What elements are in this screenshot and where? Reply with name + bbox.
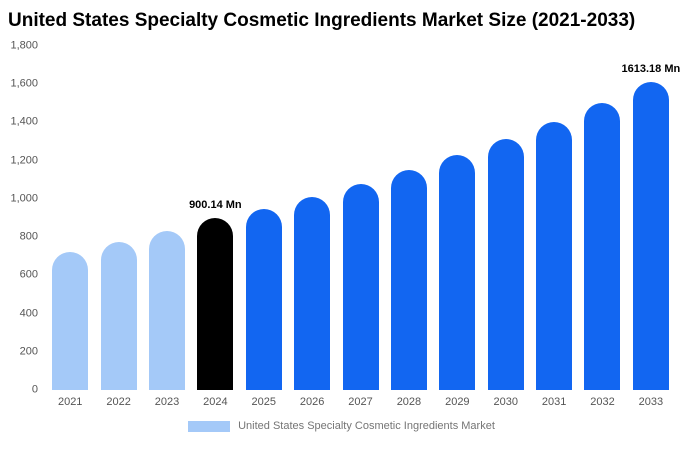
legend-label: United States Specialty Cosmetic Ingredi… — [238, 420, 495, 432]
bar-2021 — [52, 252, 89, 390]
bar-slot-2024: 900.14 Mn — [189, 46, 242, 390]
bar-2026 — [294, 196, 331, 390]
bars-container: 900.14 Mn 1613.18 Mn — [46, 46, 680, 390]
y-tick-label-1000: 1,000 — [10, 192, 38, 205]
bar-slot-2032 — [578, 46, 626, 390]
bar-2032 — [584, 103, 621, 390]
x-axis-label-2024: 2024 — [203, 396, 228, 408]
bar-slot-2025 — [240, 46, 288, 390]
y-tick-label-400: 400 — [19, 307, 38, 320]
x-axis-label-2027: 2027 — [348, 396, 373, 408]
legend: United States Specialty Cosmetic Ingredi… — [8, 420, 675, 432]
bar-slot-2033: 1613.18 Mn — [622, 46, 680, 390]
x-axis-label-2026: 2026 — [299, 396, 325, 408]
bar-slot-2028 — [385, 46, 433, 390]
x-axis-label-2031: 2031 — [541, 396, 567, 408]
bar-2029 — [439, 154, 476, 390]
x-axis-label-2022: 2022 — [106, 396, 131, 408]
bar-2033: 1613.18 Mn — [622, 63, 680, 390]
x-axis-label-2025: 2025 — [251, 396, 276, 408]
y-tick-label-1800: 1,800 — [10, 39, 38, 52]
bar-slot-2022 — [94, 46, 142, 390]
bar-2025 — [245, 209, 282, 390]
y-axis: 0 200 400 600 800 1,000 1,200 1,400 1,600 1,800 — [8, 40, 46, 395]
plot-area: 0 200 400 600 800 1,000 1,200 1,400 1,600 1,800 9… — [8, 40, 680, 395]
bar-2022 — [100, 241, 137, 390]
bar-slot-2029 — [433, 46, 481, 390]
y-tick-label-800: 800 — [19, 230, 38, 243]
bar-2030 — [487, 138, 524, 390]
legend-swatch — [188, 420, 231, 432]
x-axis-label-2028: 2028 — [396, 396, 422, 408]
x-axis-label-2033: 2033 — [638, 396, 664, 408]
y-tick-label-200: 200 — [19, 345, 38, 358]
x-axis-label-2030: 2030 — [493, 396, 518, 408]
y-tick-label-1400: 1,400 — [10, 115, 38, 128]
bar-slot-2030 — [482, 46, 530, 390]
bar-2027 — [342, 183, 379, 390]
bar-2024: 900.14 Mn — [189, 199, 242, 390]
x-axis-label-2032: 2032 — [590, 396, 615, 408]
bar-2028 — [390, 170, 427, 390]
y-tick-label-600: 600 — [19, 268, 38, 281]
x-axis-label-2029: 2029 — [445, 396, 470, 408]
y-tick-label-1200: 1,200 — [10, 154, 38, 167]
bar-2031 — [536, 122, 573, 390]
y-tick-label-1600: 1,600 — [10, 77, 38, 90]
x-axis: 2021 2022 2023 2024 2025 2026 2027 2028 2029 2030… — [46, 396, 675, 408]
bar-slot-2021 — [46, 46, 94, 390]
bar-slot-2026 — [288, 46, 336, 390]
bar-slot-2031 — [530, 46, 578, 390]
y-tick-label-0: 0 — [31, 383, 38, 396]
bar-value-label-2024: 900.14 Mn — [189, 198, 242, 211]
bar-slot-2027 — [336, 46, 384, 390]
bar-2023 — [148, 231, 185, 390]
chart-title: United States Specialty Cosmetic Ingredi… — [8, 10, 636, 31]
bar-slot-2023 — [143, 46, 191, 390]
x-axis-label-2023: 2023 — [154, 396, 180, 408]
x-axis-label-2021: 2021 — [57, 396, 83, 408]
bar-value-label-2033: 1613.18 Mn — [621, 62, 680, 75]
